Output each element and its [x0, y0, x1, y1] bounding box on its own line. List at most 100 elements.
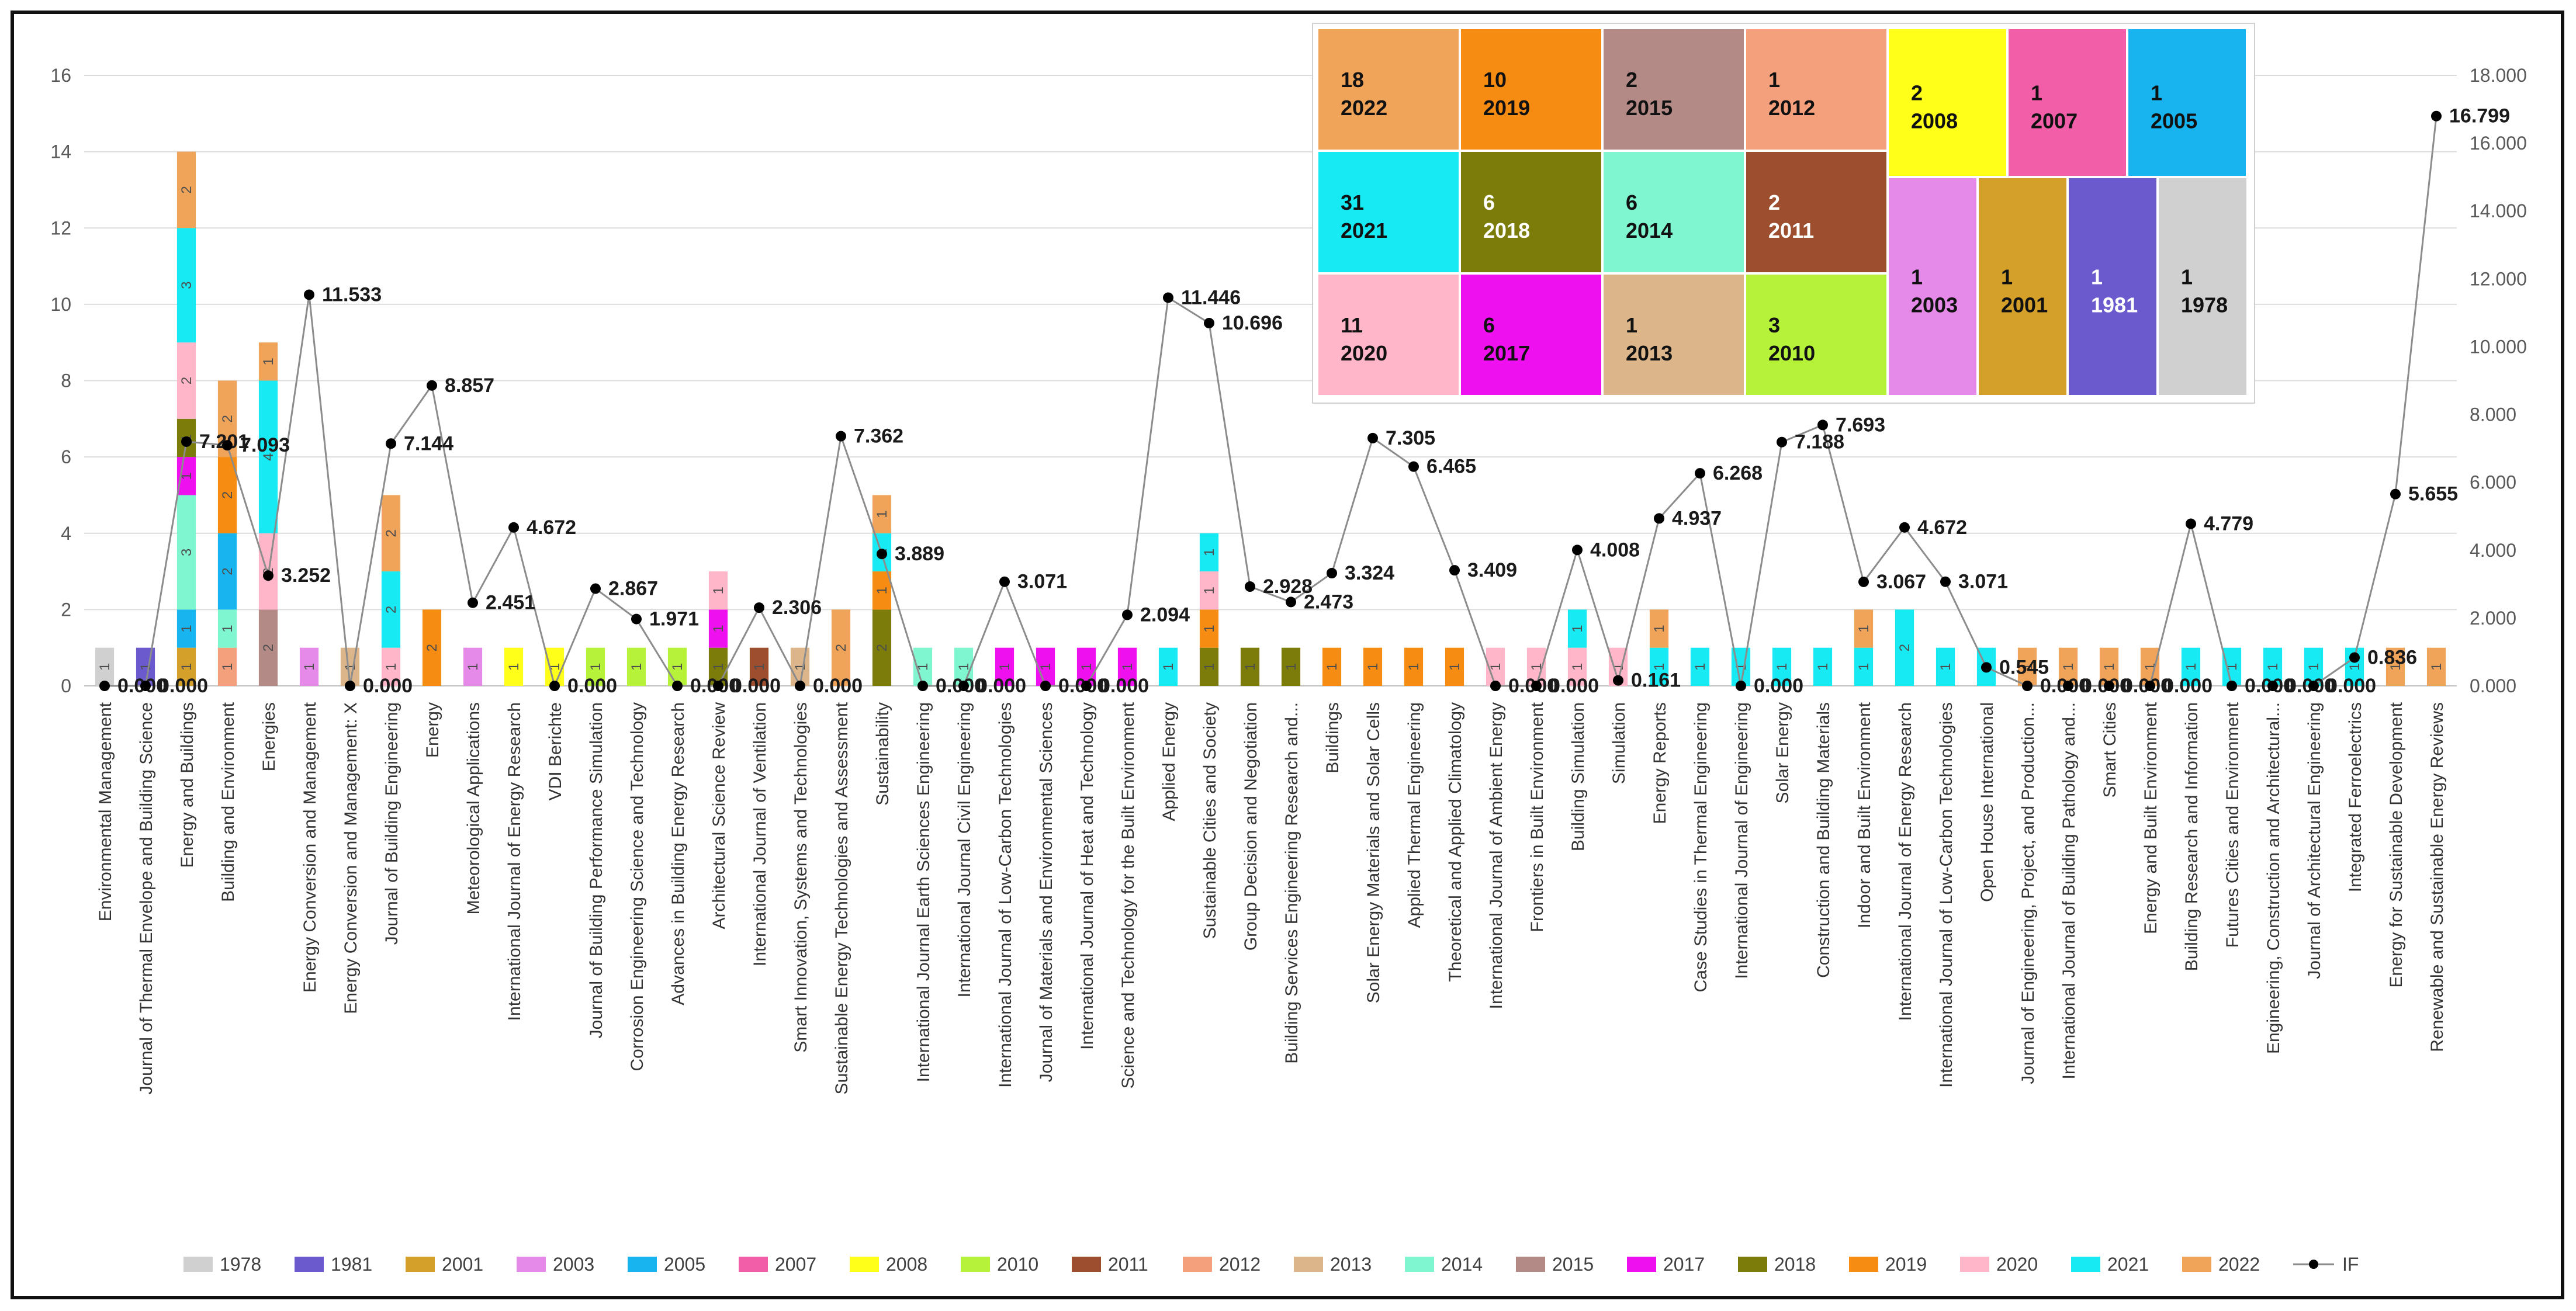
legend-label: 2020 [1996, 1254, 2038, 1275]
if-label: 0.000 [2326, 675, 2376, 697]
legend-swatch [1627, 1257, 1656, 1272]
if-point [1367, 432, 1378, 443]
treemap-cell [2069, 178, 2156, 395]
treemap-cell [1746, 29, 1886, 150]
bar-segment [1854, 647, 1874, 686]
bar-segment-label: 1 [2347, 663, 2363, 671]
bar-segment [1199, 533, 1219, 572]
treemap-count: 10 [1483, 68, 1507, 92]
bar-segment [626, 647, 646, 686]
x-tick-label: Sustainability [873, 702, 892, 806]
x-tick-label: Energy Conversion and Management: X [341, 702, 361, 1014]
bar-segment [1690, 647, 1710, 686]
if-label: 0.161 [1631, 670, 1681, 692]
x-tick-label: Solar Energy [1773, 702, 1792, 803]
treemap-year: 2001 [2001, 293, 2048, 317]
bar-segment [1936, 647, 1955, 686]
legend-label: 2022 [2218, 1254, 2260, 1275]
bar-segment [2017, 647, 2037, 686]
bar-segment [1117, 647, 1137, 686]
x-tick-label: Theoretical and Applied Climatology [1446, 702, 1465, 982]
if-label: 16.799 [2449, 105, 2510, 127]
y2-tick-label: 8.000 [2470, 404, 2516, 425]
if-point [877, 549, 887, 560]
bar-segment [1854, 609, 1874, 648]
x-tick-label: Construction and Building Materials [1814, 702, 1833, 978]
treemap-cell [1746, 275, 1886, 395]
legend-label: 2015 [1552, 1254, 1594, 1275]
bar-segment [872, 609, 892, 686]
bar-segment-label: 1 [1202, 587, 1217, 594]
treemap-year: 2005 [2151, 109, 2197, 133]
y2-tick-label: 16.000 [2470, 133, 2527, 154]
if-point [386, 438, 396, 449]
bar-segment [217, 647, 237, 686]
bar-segment [176, 647, 196, 686]
bar-segment-label: 1 [1856, 625, 1872, 632]
bar-segment [2426, 647, 2446, 686]
x-tick-label: International Journal of Building Pathol… [2059, 702, 2079, 1079]
if-point [2308, 681, 2319, 691]
y-axis-left: 0 2 4 6 8 10 12 14 16 [50, 65, 71, 696]
treemap-year: 2015 [1626, 96, 1673, 120]
bar-segment [1076, 647, 1096, 686]
bar-segment-label: 1 [1202, 663, 1217, 671]
if-point [99, 681, 110, 691]
x-tick-label: Journal of Materials and Environmental S… [1037, 702, 1056, 1082]
bars-layer: 1111311232112222241111222111111111112211… [95, 151, 2446, 686]
bar-segment [258, 380, 278, 533]
treemap-year: 2017 [1483, 341, 1530, 365]
bar-segment [95, 647, 115, 686]
if-point [2022, 681, 2033, 691]
bar-segment [2099, 647, 2119, 686]
bar-segment-label: 1 [711, 625, 726, 632]
bar-segment-label: 1 [915, 663, 931, 671]
x-tick-label: International Journal of Engineering [1732, 702, 1751, 979]
if-point [1736, 681, 1746, 691]
x-tick-label: Indoor and Built Environment [1855, 702, 1874, 928]
bar-segment [217, 609, 237, 648]
if-point [2267, 681, 2278, 691]
bar-segment-label: 2 [179, 377, 195, 384]
bar-segment-label: 1 [874, 587, 890, 594]
bar-segment-label: 1 [220, 625, 236, 632]
bar-segment-label: 1 [1651, 663, 1667, 671]
x-tick-label: Sustainable Energy Technologies and Asse… [832, 702, 851, 1094]
y2-tick-label: 2.000 [2470, 608, 2516, 629]
x-tick-label: Energy Conversion and Management [300, 702, 320, 993]
legend-label: 2007 [775, 1254, 816, 1275]
bar-segment-label: 1 [956, 663, 972, 671]
bar-segment [2385, 647, 2405, 686]
if-label: 0.000 [977, 675, 1026, 697]
legend-swatch [961, 1257, 990, 1272]
treemap-year: 2010 [1768, 341, 1815, 365]
treemap-year: 2021 [1341, 218, 1387, 242]
bar-segment-label: 2 [383, 606, 399, 613]
bar-segment-label: 1 [2183, 663, 2199, 671]
if-label: 2.451 [486, 592, 535, 614]
bar-segment [708, 571, 728, 610]
bar-segment [1404, 647, 1424, 686]
bar-segment-label: 1 [629, 663, 645, 671]
if-point [2431, 110, 2442, 122]
bar-segment-label: 1 [1529, 663, 1545, 671]
y-tick-label: 10 [50, 294, 71, 315]
treemap-year: 2011 [1768, 218, 1814, 242]
x-tick-label: International Journal of Heat and Techno… [1078, 702, 1097, 1050]
if-label: 3.889 [895, 543, 944, 565]
bar-segment [1363, 647, 1383, 686]
if-point [1654, 513, 1664, 524]
legend-label: 2019 [1885, 1254, 1927, 1275]
bar-segment [872, 571, 892, 610]
treemap-year: 2020 [1341, 341, 1387, 365]
x-tick-label: Building Simulation [1569, 702, 1588, 851]
treemap-year: 1978 [2181, 293, 2228, 317]
bar-segment [995, 647, 1015, 686]
if-point [1572, 544, 1583, 556]
bar-segment [1199, 647, 1219, 686]
legend-swatch [2182, 1257, 2211, 1272]
if-point [631, 613, 642, 625]
if-point [1327, 568, 1337, 579]
if-point [2063, 681, 2073, 691]
if-point [1040, 681, 1051, 691]
